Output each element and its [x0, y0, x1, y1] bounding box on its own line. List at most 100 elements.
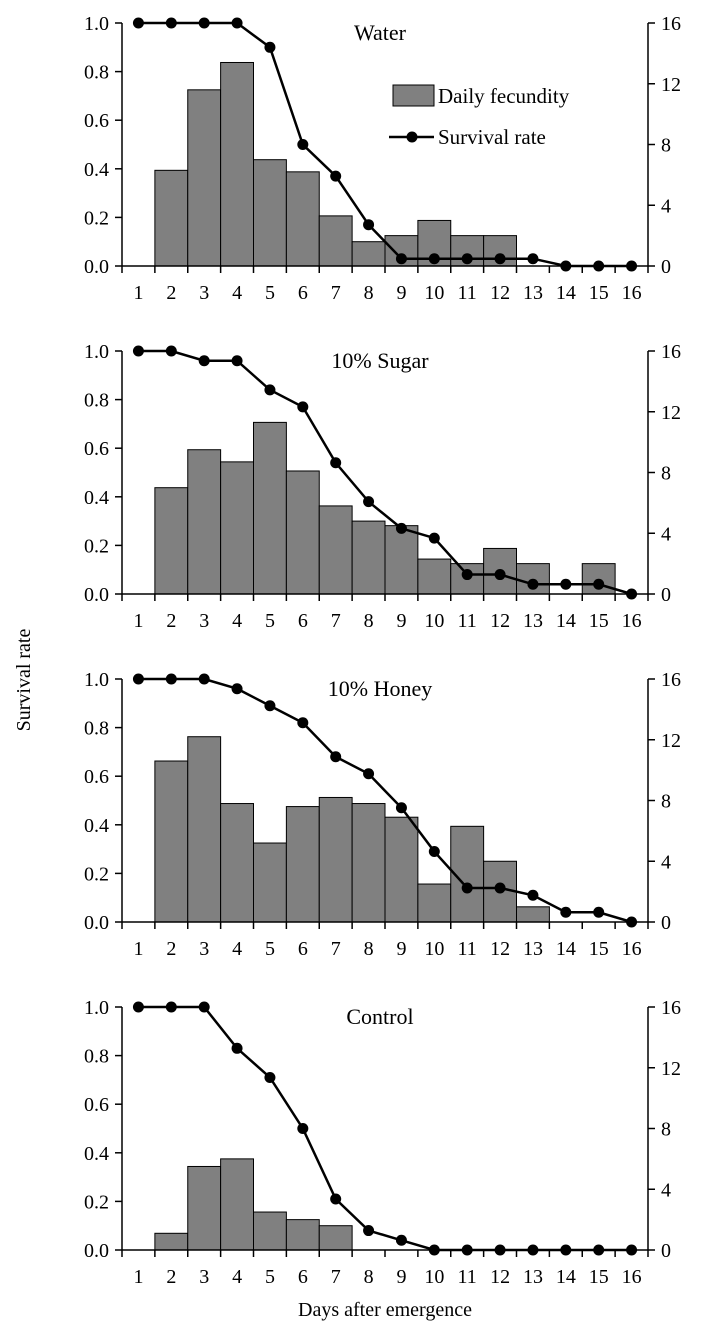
right-tick-label: 4: [661, 523, 671, 545]
x-tick-label: 13: [523, 610, 543, 632]
fecundity-bar: [253, 159, 287, 267]
left-tick-label: 0.6: [84, 110, 109, 132]
y-axis-title: Survival rate: [13, 629, 35, 732]
fecundity-bar: [318, 505, 353, 595]
survival-point: [395, 802, 407, 814]
survival-point: [132, 17, 144, 29]
survival-point: [461, 882, 473, 894]
fecundity-bar: [187, 736, 222, 923]
left-tick-label: 1.0: [84, 997, 109, 1019]
x-tick-label: 8: [364, 938, 374, 960]
fecundity-bar: [318, 215, 353, 267]
fecundity-bar: [318, 1225, 353, 1251]
panel-title: 10% Honey: [328, 676, 432, 701]
legend-bar-swatch: [392, 84, 435, 107]
x-tick-label: 2: [166, 282, 176, 304]
right-tick-label: 12: [661, 74, 681, 96]
fecundity-bar: [154, 169, 189, 267]
x-tick-label: 12: [490, 1266, 510, 1288]
left-tick-label: 0.0: [84, 912, 109, 934]
x-tick-label: 15: [589, 610, 609, 632]
survival-point: [297, 717, 309, 729]
fecundity-bar: [417, 558, 452, 595]
left-tick-label: 0.6: [84, 438, 109, 460]
right-tick-label: 12: [661, 402, 681, 424]
right-tick-label: 0: [661, 912, 671, 934]
fecundity-bar: [285, 806, 320, 923]
left-tick-label: 0.2: [84, 535, 109, 557]
survival-point: [461, 569, 473, 581]
left-tick-label: 0.0: [84, 256, 109, 278]
x-tick-label: 3: [199, 282, 209, 304]
x-tick-label: 1: [133, 610, 143, 632]
right-tick-label: 4: [661, 851, 671, 873]
left-tick-label: 0.4: [84, 815, 109, 837]
x-tick-label: 8: [364, 1266, 374, 1288]
x-tick-label: 10: [424, 610, 444, 632]
fecundity-bar: [154, 760, 189, 923]
x-tick-label: 6: [298, 1266, 308, 1288]
x-tick-label: 16: [622, 938, 642, 960]
survival-point: [198, 355, 210, 367]
survival-point: [297, 401, 309, 413]
panel-title: 10% Sugar: [331, 348, 429, 373]
fecundity-bar: [253, 842, 287, 923]
x-tick-label: 11: [458, 610, 477, 632]
right-tick-label: 8: [661, 135, 671, 157]
survival-point: [132, 673, 144, 685]
survival-point: [428, 1244, 440, 1256]
left-tick-label: 1.0: [84, 13, 109, 35]
x-tick-label: 16: [622, 282, 642, 304]
survival-point: [560, 578, 572, 590]
right-tick-label: 16: [661, 13, 681, 35]
survival-point: [264, 384, 276, 396]
x-tick-label: 3: [199, 610, 209, 632]
survival-point: [231, 17, 243, 29]
survival-line: [138, 1005, 632, 1252]
fecundity-bar: [351, 803, 386, 923]
x-tick-label: 8: [364, 282, 374, 304]
fecundity-bar: [187, 1165, 222, 1251]
fecundity-bar: [351, 520, 386, 595]
fecundity-bar: [154, 487, 189, 595]
x-tick-label: 5: [265, 282, 275, 304]
x-tick-label: 12: [490, 610, 510, 632]
survival-point: [165, 1001, 177, 1013]
x-tick-label: 9: [396, 610, 406, 632]
survival-point: [165, 345, 177, 357]
survival-point: [198, 673, 210, 685]
fecundity-bar: [318, 796, 353, 923]
x-tick-label: 16: [622, 610, 642, 632]
survival-point: [527, 253, 539, 265]
x-tick-label: 13: [523, 938, 543, 960]
x-tick-label: 9: [396, 282, 406, 304]
survival-point: [494, 253, 506, 265]
x-tick-label: 6: [298, 610, 308, 632]
right-tick-label: 12: [661, 1058, 681, 1080]
x-tick-label: 4: [232, 610, 242, 632]
fecundity-bar: [351, 241, 386, 267]
survival-point: [363, 1225, 375, 1237]
x-tick-label: 5: [265, 1266, 275, 1288]
survival-line: [138, 677, 632, 924]
panel-title: Control: [346, 1004, 413, 1029]
survival-point: [428, 253, 440, 265]
x-tick-label: 10: [424, 1266, 444, 1288]
left-tick-label: 0.4: [84, 159, 109, 181]
survival-point: [395, 253, 407, 265]
left-tick-label: 0.8: [84, 1046, 109, 1068]
survival-point: [395, 522, 407, 534]
x-tick-label: 12: [490, 282, 510, 304]
x-tick-label: 10: [424, 938, 444, 960]
right-tick-label: 8: [661, 463, 671, 485]
survival-point: [428, 532, 440, 544]
right-tick-label: 16: [661, 341, 681, 363]
x-tick-label: 2: [166, 610, 176, 632]
survival-point: [494, 882, 506, 894]
survival-point: [264, 41, 276, 53]
right-tick-label: 0: [661, 256, 671, 278]
fecundity-bar: [253, 1211, 287, 1251]
x-tick-label: 14: [556, 938, 576, 960]
left-tick-label: 0.6: [84, 766, 109, 788]
